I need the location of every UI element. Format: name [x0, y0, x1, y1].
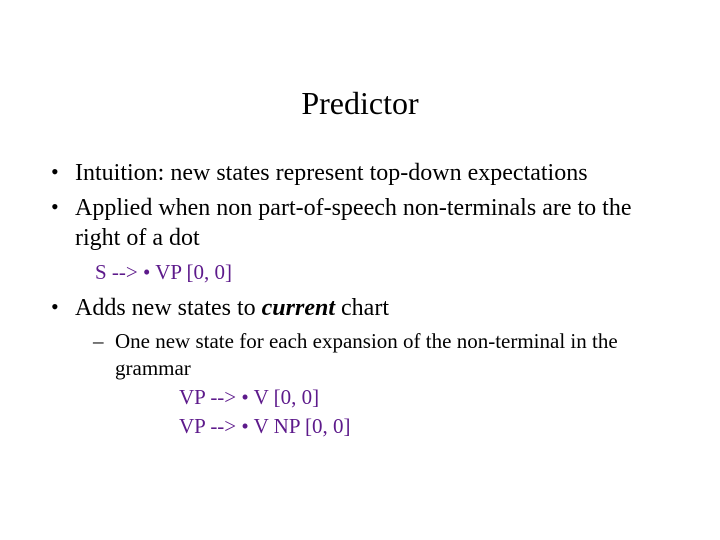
example-state-sub1: VP --> • V [0, 0]	[179, 384, 675, 411]
bullet-3-prefix: Adds new states to	[75, 295, 262, 321]
sub-bullet-list: One new state for each expansion of the …	[93, 328, 675, 440]
bullet-list-2: Adds new states to current chart One new…	[45, 293, 675, 439]
bullet-item-3: Adds new states to current chart One new…	[45, 293, 675, 439]
bullet-item-1: Intuition: new states represent top-down…	[45, 158, 675, 189]
bullet-item-2: Applied when non part-of-speech non-term…	[45, 193, 675, 254]
bullet-3-suffix: chart	[335, 295, 389, 321]
slide-title: Predictor	[45, 85, 675, 122]
sub-bullet-1-text: One new state for each expansion of the …	[115, 329, 618, 380]
example-state-main: S --> • VP [0, 0]	[95, 260, 675, 285]
bullet-3-emph: current	[262, 295, 335, 321]
sub-bullet-1: One new state for each expansion of the …	[93, 328, 675, 440]
bullet-list: Intuition: new states represent top-down…	[45, 158, 675, 254]
example-state-sub2: VP --> • V NP [0, 0]	[179, 413, 675, 440]
